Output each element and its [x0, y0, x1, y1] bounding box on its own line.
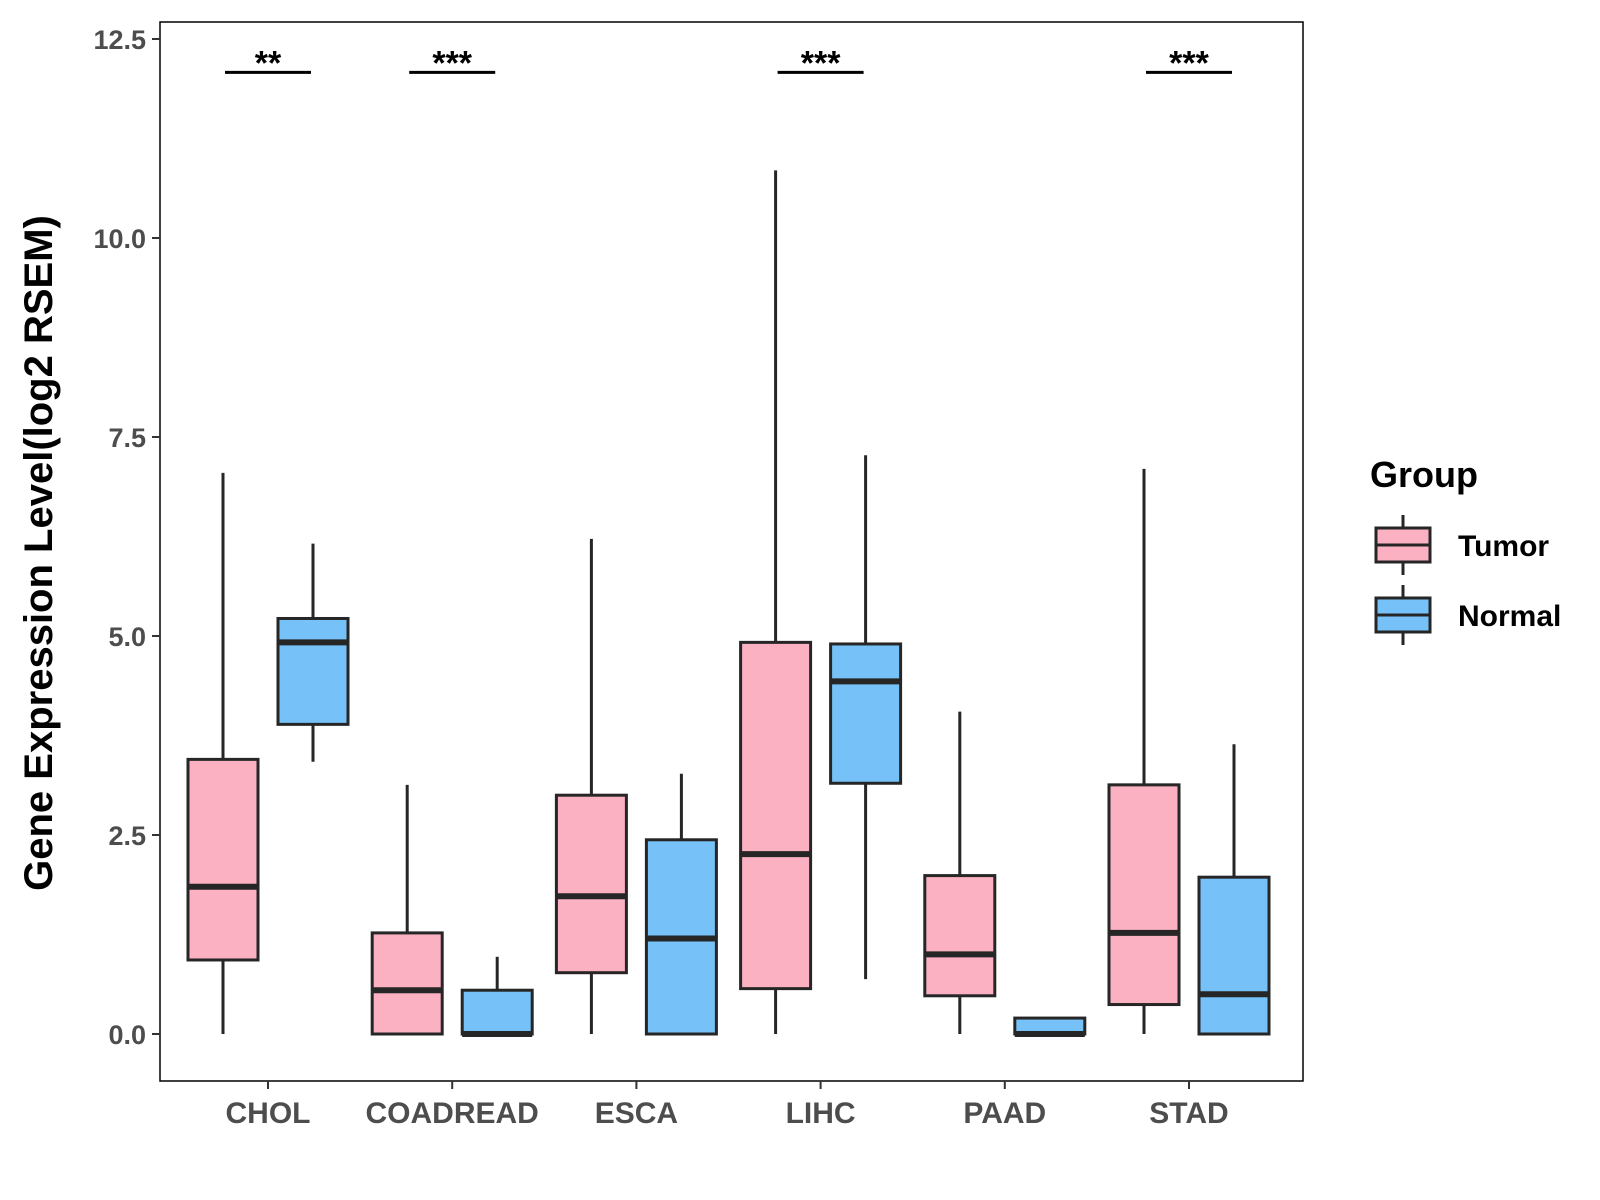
box-normal-esca: [644, 773, 718, 1036]
x-tick-label: CHOL: [226, 1097, 311, 1130]
y-tick-label: 0.0: [108, 1020, 146, 1050]
x-tick-label: ESCA: [595, 1097, 678, 1130]
legend-label: Normal: [1458, 600, 1561, 633]
significance-label: ***: [432, 44, 472, 82]
y-axis-title: Gene Expression Level(log2 RSEM): [17, 215, 61, 891]
x-axis: CHOL COADREAD ESCA LIHC PAAD STAD: [226, 1081, 1229, 1130]
y-tick-label: 10.0: [93, 224, 146, 254]
x-tick-label: PAAD: [963, 1097, 1046, 1130]
y-axis: 0.0 2.5 5.0 7.5 10.0 12.5: [93, 25, 160, 1050]
box-body: [554, 793, 628, 975]
significance-label: ***: [1169, 44, 1209, 82]
significance-label: ***: [801, 44, 841, 82]
legend-title: Group: [1370, 454, 1478, 495]
x-tick-label: COADREAD: [366, 1097, 539, 1130]
legend-label: Tumor: [1458, 530, 1549, 563]
box-normal-lihc: [829, 455, 903, 980]
box-body: [460, 988, 534, 1036]
significance-annotations: ** *** *** ***: [225, 44, 1232, 82]
box-body: [276, 616, 350, 726]
box-body: [829, 642, 903, 785]
y-tick-label: 12.5: [93, 25, 146, 55]
x-tick-label: STAD: [1149, 1097, 1228, 1130]
y-tick-label: 5.0: [108, 622, 146, 652]
box-tumor-stad: [1107, 468, 1181, 1034]
legend-item-normal: Normal: [1374, 585, 1561, 645]
significance-label: **: [255, 44, 282, 82]
box-body: [923, 874, 997, 998]
legend: Group Tumor Normal: [1370, 454, 1561, 645]
box-body: [370, 931, 444, 1036]
x-tick-label: LIHC: [786, 1097, 856, 1130]
box-normal-coadread: [460, 956, 534, 1037]
box-body: [1197, 875, 1271, 1036]
box-normal-paad: [1013, 1016, 1087, 1037]
box-body: [1107, 783, 1181, 1007]
box-tumor-esca: [554, 538, 628, 1034]
box-normal-chol: [276, 543, 350, 762]
y-tick-label: 7.5: [108, 423, 146, 453]
legend-item-tumor: Tumor: [1374, 515, 1549, 575]
box-body: [739, 640, 813, 991]
box-tumor-chol: [186, 472, 260, 1034]
box-tumor-paad: [923, 711, 997, 1034]
y-tick-label: 2.5: [108, 821, 146, 851]
box-body: [186, 757, 260, 962]
box-tumor-lihc: [739, 170, 813, 1034]
box-normal-stad: [1197, 744, 1271, 1036]
box-series: [186, 170, 1271, 1037]
box-tumor-coadread: [370, 784, 444, 1036]
